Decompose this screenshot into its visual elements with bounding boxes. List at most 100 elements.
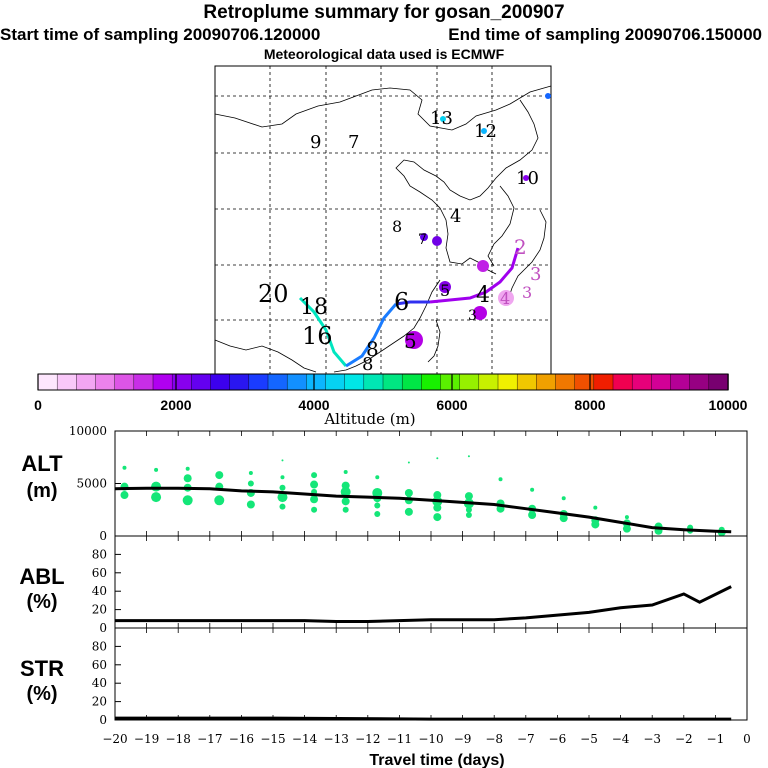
- panel-abl: 0 20 40 60 80 ABL(%): [19, 535, 748, 635]
- colorbar-tick-label: 4000: [298, 397, 329, 413]
- x-tick-label: 0: [743, 732, 751, 746]
- end-time-label: End time of sampling 20090706.150000: [448, 25, 762, 44]
- trajectory-point: [439, 281, 451, 293]
- colorbar-label: Altitude (m): [323, 410, 415, 428]
- x-tick-label: −7: [517, 732, 535, 746]
- colorbar-swatch: [497, 373, 518, 391]
- altitude-sample-point: [281, 459, 284, 462]
- x-tick-label: −17: [197, 732, 222, 746]
- colorbar-swatch: [689, 373, 710, 391]
- x-tick-label: −3: [643, 732, 661, 746]
- altitude-median-line: [114, 486, 732, 534]
- altitude-sample-point: [404, 488, 413, 497]
- panel-frame: [114, 627, 748, 721]
- altitude-sample-point: [342, 506, 349, 513]
- altitude-sample-point: [464, 492, 473, 501]
- colorbar-swatch: [516, 373, 538, 391]
- altitude-sample-point: [183, 474, 192, 483]
- x-tick-label: −16: [229, 732, 254, 746]
- trajectory-point: [432, 236, 442, 246]
- map-label: 5: [440, 281, 450, 300]
- trajectory-point: [498, 290, 514, 306]
- altitude-sample-point: [277, 492, 288, 503]
- map-label: 7: [418, 232, 427, 248]
- colorbar-swatch: [248, 373, 269, 391]
- x-tick-label: −4: [612, 732, 630, 746]
- y-tick-label: 20: [92, 603, 107, 617]
- colorbar-swatch: [536, 373, 557, 391]
- altitude-sample-point: [593, 505, 598, 510]
- x-axis-label: Travel time (days): [369, 752, 504, 768]
- altitude-sample-point: [311, 506, 318, 513]
- map-label: 3: [522, 283, 532, 302]
- x-tick-label: −12: [355, 732, 380, 746]
- colorbar-swatch: [440, 373, 461, 391]
- map-label: 4: [500, 289, 510, 308]
- altitude-sample-point: [467, 455, 470, 458]
- altitude-sample-point: [433, 513, 442, 522]
- map-label: 13: [430, 108, 453, 129]
- y-tick-label: 0: [99, 713, 107, 727]
- colorbar-swatch: [612, 373, 633, 391]
- trajectory-overlay: [298, 93, 551, 368]
- trajectory-segment-16-7: [345, 303, 398, 368]
- panel-frame: [114, 535, 748, 629]
- abl-line: [115, 585, 732, 624]
- map-label: 4: [450, 206, 461, 227]
- altitude-sample-point: [528, 511, 537, 519]
- altitude-sample-point: [247, 480, 254, 487]
- str-line: [115, 716, 732, 721]
- colorbar-swatch: [363, 373, 384, 391]
- map-label: 6: [394, 288, 409, 316]
- map-label: 10: [516, 168, 539, 189]
- altitude-sample-point: [182, 495, 193, 506]
- map-frame: [214, 65, 552, 375]
- map-label: 8: [362, 354, 373, 375]
- map-label: 4: [476, 283, 490, 308]
- colorbar-swatch: [114, 373, 135, 391]
- map-label: 3: [468, 308, 477, 324]
- colorbar-swatch: [708, 373, 729, 391]
- altitude-sample-point: [341, 497, 350, 506]
- altitude-sample-point: [122, 465, 127, 470]
- altitude-sample-point: [246, 500, 255, 509]
- colorbar-swatch: [133, 373, 154, 391]
- x-tick-label: −1: [707, 732, 725, 746]
- colorbar-tick-label: 2000: [160, 397, 191, 413]
- colorbar-swatch: [593, 373, 614, 391]
- trajectory-segment-7-6: [395, 300, 430, 306]
- colorbar-tick-label: 8000: [574, 397, 605, 413]
- map-label: 7: [348, 132, 359, 153]
- altitude-sample-point: [374, 510, 381, 517]
- colorbar-swatch: [555, 373, 576, 391]
- trajectory-point: [545, 93, 551, 99]
- colorbar-swatch: [421, 373, 442, 391]
- colorbar-swatch: [670, 373, 691, 391]
- trajectory-segment-6-2: [429, 247, 520, 304]
- y-axis-label: ALT: [21, 451, 63, 476]
- colorbar-swatch: [95, 373, 116, 391]
- map-label: 9: [310, 132, 321, 153]
- colorbar-swatch: [267, 373, 288, 391]
- altitude-sample-point: [404, 507, 413, 516]
- x-tick-label: −13: [324, 732, 349, 746]
- x-tick-label: −10: [418, 732, 443, 746]
- colorbar-swatch: [76, 373, 97, 391]
- altitude-sample-point: [530, 487, 535, 492]
- altitude-sample-point: [280, 475, 285, 480]
- y-tick-label: 20: [92, 695, 107, 709]
- panel-str: 0 20 40 60 80 STR(%): [20, 627, 748, 727]
- map-label: 20: [258, 280, 289, 308]
- x-tick-label: −2: [675, 732, 693, 746]
- colorbar-swatch: [229, 373, 250, 391]
- altitude-sample-point: [622, 524, 631, 533]
- x-tick-label: −5: [580, 732, 598, 746]
- altitude-sample-point: [310, 495, 319, 504]
- altitude-sample-point: [433, 503, 442, 512]
- x-tick-label: −14: [292, 732, 318, 746]
- y-tick-label: 80: [92, 639, 107, 653]
- x-tick-label: −19: [134, 732, 159, 746]
- y-tick-label: 60: [92, 566, 107, 580]
- colorbar-swatch: [210, 373, 231, 391]
- colorbar-swatch: [286, 373, 308, 391]
